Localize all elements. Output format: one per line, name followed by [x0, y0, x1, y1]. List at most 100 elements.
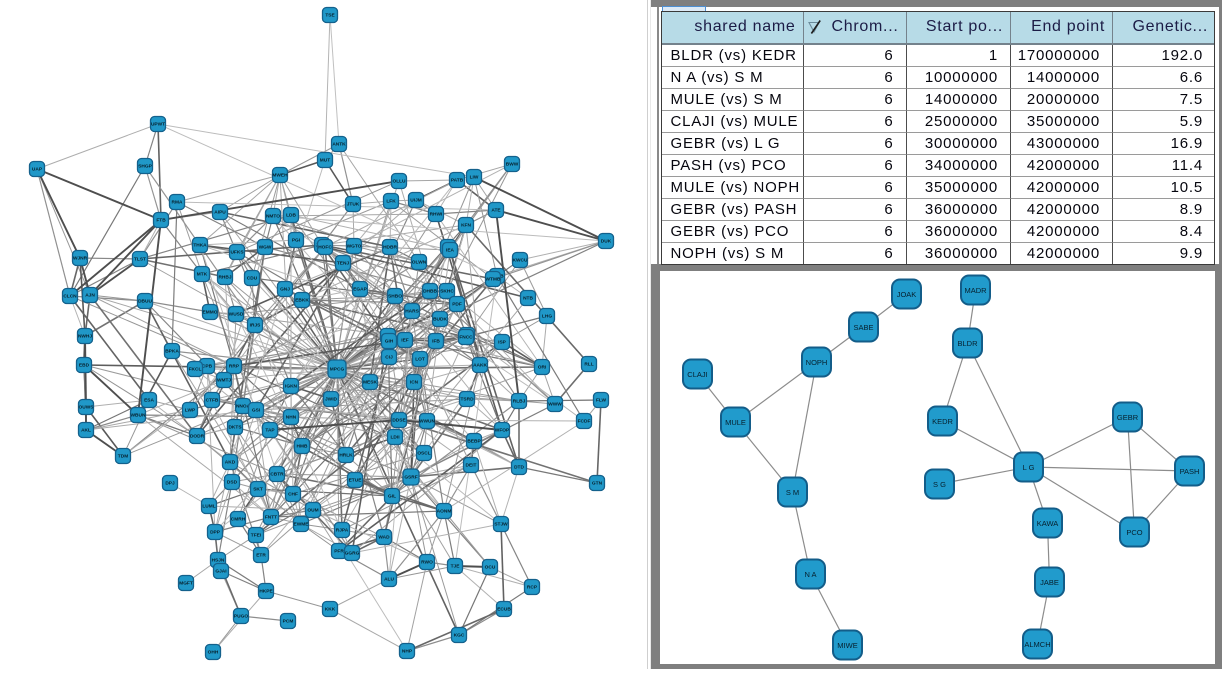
- svg-text:JTUK: JTUK: [347, 202, 360, 208]
- svg-text:KGC: KGC: [454, 633, 465, 639]
- svg-text:ETR: ETR: [256, 553, 266, 559]
- svg-text:CHF: CHF: [288, 492, 298, 498]
- svg-text:EBKK: EBKK: [295, 298, 309, 304]
- svg-text:RRP: RRP: [229, 364, 240, 370]
- svg-text:MIWE: MIWE: [837, 641, 857, 650]
- svg-text:GJAI: GJAI: [215, 569, 227, 575]
- svg-text:GSRF: GSRF: [404, 475, 417, 481]
- svg-text:N A: N A: [804, 570, 816, 579]
- svg-text:KWCU: KWCU: [513, 258, 528, 264]
- svg-text:HSJN: HSJN: [212, 558, 225, 564]
- svg-text:IRJS: IRJS: [250, 323, 261, 329]
- svg-text:HRLK: HRLK: [339, 453, 353, 459]
- svg-text:EBD: EBD: [79, 363, 90, 369]
- svg-text:WWW: WWW: [548, 402, 562, 408]
- svg-text:WAD: WAD: [378, 535, 390, 541]
- svg-text:CDU: CDU: [247, 276, 258, 282]
- svg-text:OCU: OCU: [485, 565, 496, 571]
- svg-text:PATB: PATB: [451, 178, 464, 184]
- svg-text:LOT: LOT: [415, 357, 425, 363]
- svg-text:AKL: AKL: [81, 428, 91, 434]
- svg-text:JWID: JWID: [325, 397, 338, 403]
- svg-text:S M: S M: [785, 488, 798, 497]
- svg-text:CBTR: CBTR: [270, 472, 284, 478]
- svg-text:PUGO: PUGO: [234, 614, 248, 620]
- svg-text:PASH: PASH: [1179, 467, 1199, 476]
- svg-text:NTB: NTB: [523, 296, 533, 302]
- svg-text:ICN: ICN: [410, 380, 419, 386]
- svg-text:ATE: ATE: [491, 208, 501, 214]
- svg-text:JOAK: JOAK: [896, 290, 916, 299]
- svg-text:OUWS: OUWS: [79, 405, 95, 411]
- svg-text:EWME: EWME: [294, 522, 310, 528]
- svg-text:HOFC: HOFC: [318, 245, 332, 251]
- svg-text:FCDF: FCDF: [578, 419, 591, 425]
- svg-text:LFK: LFK: [386, 199, 396, 205]
- svg-text:RCP: RCP: [527, 585, 538, 591]
- svg-text:MADR: MADR: [964, 286, 987, 295]
- svg-text:WJNR: WJNR: [73, 256, 88, 262]
- svg-text:CLCN: CLCN: [63, 294, 77, 300]
- svg-text:OSCL: OSCL: [417, 451, 430, 457]
- svg-text:GIH: GIH: [385, 339, 394, 345]
- svg-text:DODR: DODR: [190, 434, 205, 440]
- svg-text:LDB: LDB: [286, 213, 296, 219]
- svg-text:BEBP: BEBP: [467, 439, 481, 445]
- svg-text:GEBR: GEBR: [1116, 413, 1138, 422]
- svg-text:OUM: OUM: [307, 508, 318, 514]
- svg-text:HMB: HMB: [297, 444, 308, 450]
- svg-text:BLDR: BLDR: [957, 339, 978, 348]
- svg-text:TENJ: TENJ: [337, 261, 350, 267]
- svg-text:IEA: IEA: [446, 248, 455, 254]
- svg-text:UAP: UAP: [32, 167, 43, 173]
- svg-text:RHWI: RHWI: [430, 212, 443, 218]
- svg-text:WGW: WGW: [259, 245, 272, 251]
- svg-text:KFN: KFN: [461, 223, 471, 229]
- svg-text:ORI: ORI: [538, 365, 547, 371]
- svg-text:ETUE: ETUE: [349, 478, 363, 484]
- svg-text:MULE: MULE: [725, 418, 746, 427]
- svg-text:NOPH: NOPH: [805, 358, 827, 367]
- svg-text:DKTS: DKTS: [228, 425, 242, 431]
- svg-text:LDII: LDII: [390, 435, 400, 441]
- svg-text:ECUB: ECUB: [497, 607, 511, 613]
- svg-text:RHBJ: RHBJ: [218, 275, 231, 281]
- svg-text:RJPA: RJPA: [336, 528, 349, 534]
- svg-text:MTK: MTK: [197, 272, 208, 278]
- svg-text:HKPE: HKPE: [259, 589, 273, 595]
- svg-text:DPJ: DPJ: [165, 481, 175, 487]
- svg-text:FKCL: FKCL: [189, 367, 202, 373]
- svg-text:S G: S G: [933, 480, 946, 489]
- svg-text:BUDK: BUDK: [433, 317, 447, 323]
- svg-text:PGI: PGI: [292, 238, 301, 244]
- svg-text:SHBO: SHBO: [388, 294, 402, 300]
- svg-text:TSRD: TSRD: [460, 397, 474, 403]
- svg-text:DDSE: DDSE: [392, 418, 406, 424]
- svg-text:WWUN: WWUN: [419, 419, 436, 425]
- svg-text:TAP: TAP: [265, 428, 275, 434]
- svg-text:WUSD: WUSD: [229, 312, 244, 318]
- svg-text:DHBB: DHBB: [423, 289, 437, 295]
- svg-text:GNJ: GNJ: [280, 287, 290, 293]
- svg-text:PCO: PCO: [1126, 528, 1142, 537]
- svg-text:TSE: TSE: [325, 13, 335, 19]
- svg-text:GTN: GTN: [592, 481, 603, 487]
- svg-text:IFB: IFB: [432, 339, 440, 345]
- svg-text:PDF: PDF: [452, 302, 462, 308]
- svg-text:DBUU: DBUU: [138, 299, 152, 305]
- svg-text:GGRG: GGRG: [345, 551, 360, 557]
- svg-text:OHH: OHH: [208, 650, 219, 656]
- svg-text:CLAJI: CLAJI: [687, 370, 707, 379]
- svg-text:CIJ: CIJ: [385, 355, 393, 361]
- svg-text:ALU: ALU: [384, 577, 394, 583]
- svg-text:ALMCH: ALMCH: [1024, 640, 1050, 649]
- svg-text:KAWA: KAWA: [1036, 519, 1058, 528]
- svg-text:GIL: GIL: [388, 494, 396, 500]
- svg-text:NWHJ: NWHJ: [78, 334, 92, 340]
- svg-text:TLST: TLST: [134, 257, 146, 263]
- svg-text:FNTT: FNTT: [265, 515, 277, 521]
- svg-text:FTB: FTB: [156, 218, 166, 224]
- svg-text:DPP: DPP: [210, 530, 221, 536]
- svg-text:PFR: PFR: [334, 549, 344, 555]
- svg-text:CTFB: CTFB: [206, 398, 219, 404]
